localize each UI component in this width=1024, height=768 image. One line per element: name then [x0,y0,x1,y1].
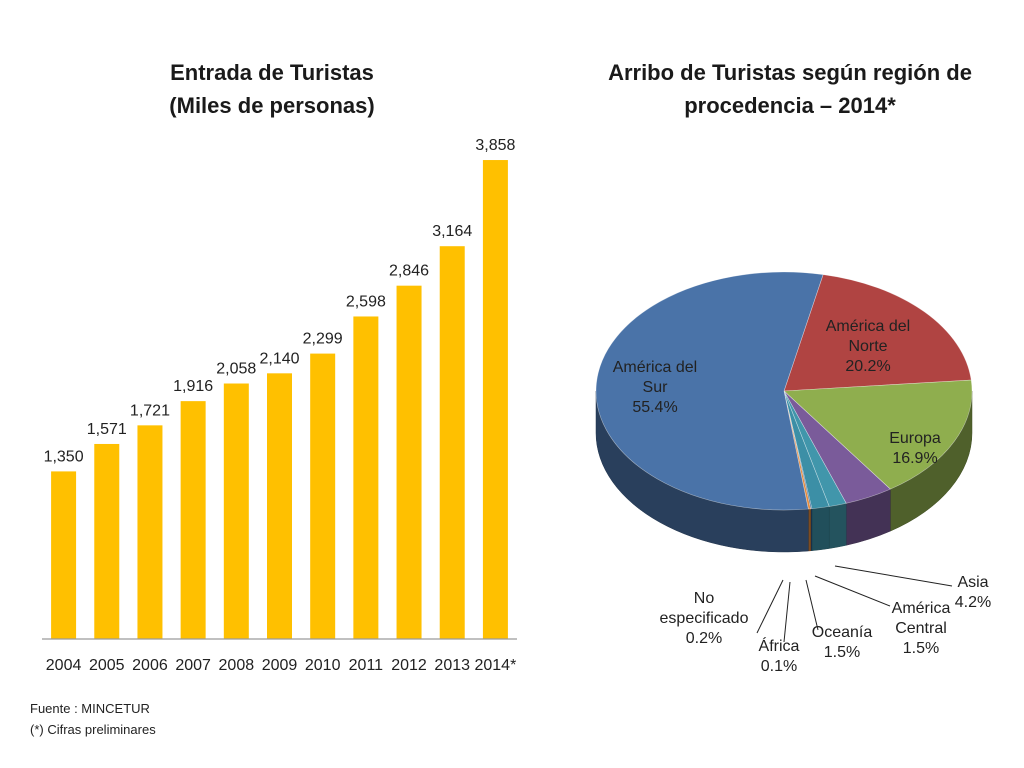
pie-chart: Arribo de Turistas según región de proce… [595,60,991,675]
pie-chart-title-line2: procedencia – 2014* [684,93,896,118]
pie-slice-america-del-norte [783,274,972,392]
bar-value-label-2006: 1,721 [130,402,170,419]
pie-label-africa-0: África [759,636,800,655]
bar-category-label-2012: 2012 [391,657,427,674]
bar-value-label-2010: 2,299 [303,331,343,348]
bar-value-label-2014: 3,858 [475,137,515,154]
pie-label-america-del-norte-1: Norte [848,338,887,355]
pie-label-no-especificado-2: 0.2% [686,630,722,647]
pie-label-europa-0: Europa [889,430,941,447]
pie-top-group [595,271,973,511]
pie-sides-group [595,390,973,553]
bar-2008 [223,383,249,639]
pie-label-oceania-1: 1.5% [824,644,860,661]
bar-2013 [439,246,465,639]
pie-side-america-central [828,502,847,549]
pie-label-no-especificado-1: especificado [660,610,749,627]
bars-group: 1,350 2004 1,571 2005 1,721 2006 1,916 2007 2,05… [44,137,517,674]
pie-side-oceania [811,506,830,551]
bar-2009 [267,373,292,639]
bar-2014 [482,160,508,640]
pie-leader-no-especificado [756,579,784,634]
bar-2010 [310,353,336,639]
pie-label-america-del-sur-1: Sur [643,379,669,396]
bar-value-label-2004: 1,350 [44,448,84,465]
pie-label-america-del-sur-0: América del [613,359,697,376]
bar-value-label-2013: 3,164 [432,223,472,240]
pie-label-no-especificado-0: No [694,590,715,607]
source-note: Fuente : MINCETUR [30,701,150,716]
bar-2011 [353,316,379,639]
bar-value-label-2011: 2,598 [346,293,386,310]
bar-value-label-2012: 2,846 [389,263,429,280]
pie-label-oceania-0: Oceanía [812,624,873,641]
bar-value-label-2007: 1,916 [173,378,213,395]
bar-category-label-2011: 2011 [349,657,384,674]
pie-labels-group: América del Sur 55.4% América del Norte 20.2%… [613,318,991,675]
pie-leader-oceania [805,579,819,631]
pie-slice-europa [783,379,973,490]
preliminary-note: (*) Cifras preliminares [30,722,156,737]
pie-label-america-central-1: Central [895,620,947,637]
pie-label-asia-0: Asia [957,574,988,591]
bar-category-label-2006: 2006 [132,657,168,674]
bar-category-label-2005: 2005 [89,657,125,674]
bar-2005 [94,443,120,639]
bar-chart-subtitle: (Miles de personas) [169,93,374,118]
bar-value-label-2005: 1,571 [87,421,127,438]
bar-2012 [396,285,422,639]
pie-label-africa-1: 0.1% [761,658,797,675]
bar-category-label-2010: 2010 [305,657,341,674]
bar-category-label-2014: 2014* [474,657,516,674]
pie-label-america-central-2: 1.5% [903,640,939,657]
bar-2004 [51,471,77,639]
bar-chart-title: Entrada de Turistas [170,60,374,85]
pie-label-america-del-norte-2: 20.2% [845,358,890,375]
bar-chart: Entrada de Turistas (Miles de personas) … [42,60,517,674]
bar-category-label-2007: 2007 [175,657,211,674]
pie-leader-asia [834,565,953,587]
bar-category-label-2008: 2008 [219,657,255,674]
pie-label-asia-1: 4.2% [955,594,991,611]
bar-2006 [137,425,163,639]
bar-category-label-2004: 2004 [46,657,82,674]
pie-side-no-especificado [808,508,811,552]
bar-value-label-2008: 2,058 [216,361,256,378]
bar-2007 [180,401,206,639]
pie-label-europa-1: 16.9% [892,450,937,467]
pie-leaders-group [756,565,953,643]
pie-label-america-del-norte-0: América del [826,318,910,335]
bar-value-label-2009: 2,140 [259,350,299,367]
pie-label-america-central-0: América [892,600,951,617]
pie-leader-africa [783,581,791,643]
bar-category-label-2013: 2013 [434,657,470,674]
pie-slice-america-del-sur [595,271,824,511]
pie-label-america-del-sur-2: 55.4% [632,399,677,416]
pie-chart-title: Arribo de Turistas según región de [608,60,972,85]
pie-leader-america-central [814,575,891,607]
bar-category-label-2009: 2009 [262,657,298,674]
